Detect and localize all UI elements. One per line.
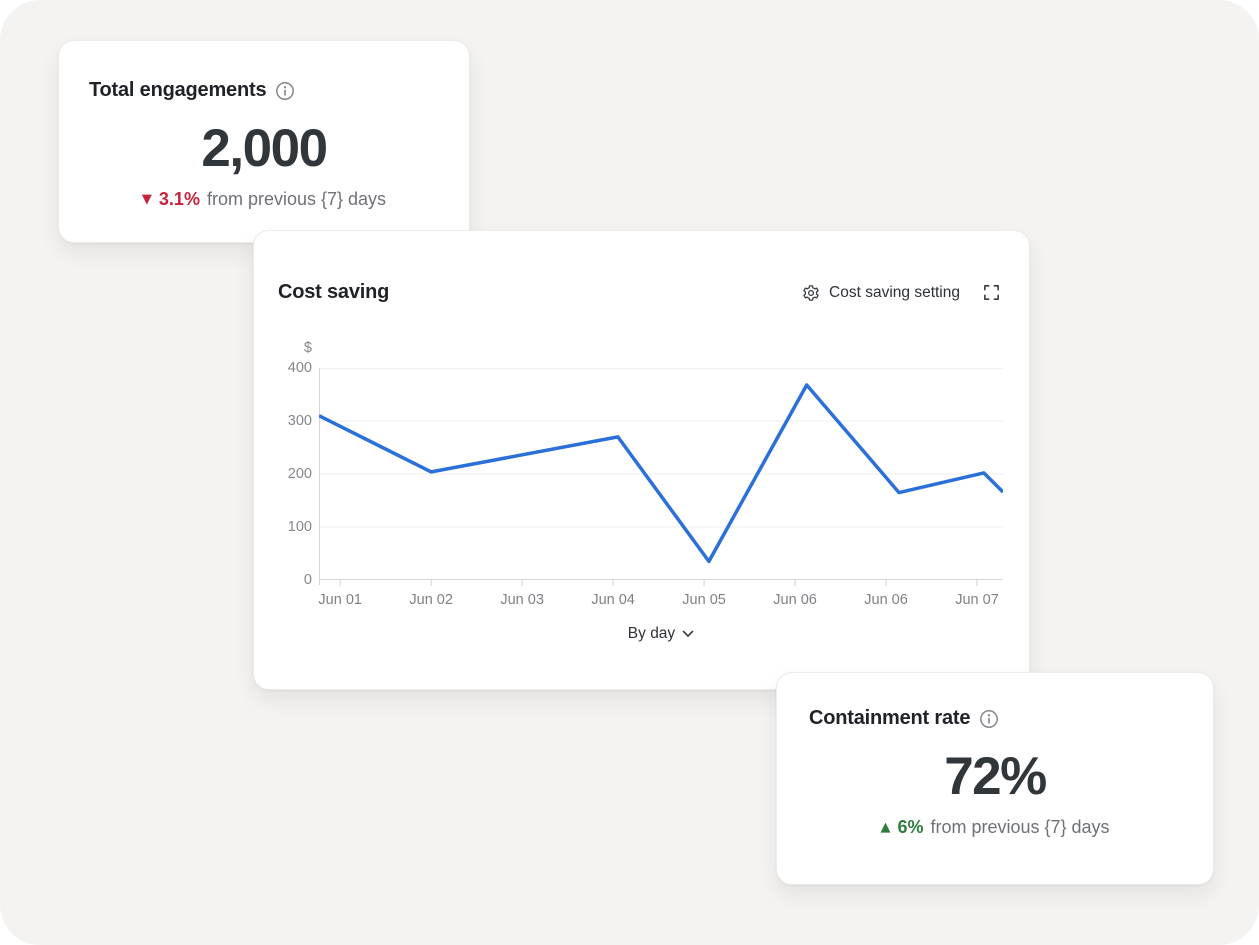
info-icon-glyph bbox=[980, 709, 999, 728]
arrow-down-icon: ▼ bbox=[141, 192, 152, 208]
x-tick-label: Jun 07 bbox=[955, 592, 999, 608]
total-engagements-header: Total engagements bbox=[89, 79, 439, 102]
delta-percent: 6% bbox=[897, 817, 924, 837]
cost-saving-actions: Cost saving setting bbox=[802, 283, 1001, 302]
x-tick-label: Jun 06 bbox=[773, 592, 817, 608]
x-tick-label: Jun 02 bbox=[409, 592, 453, 608]
cost-saving-setting-label: Cost saving setting bbox=[829, 283, 960, 301]
info-icon-glyph bbox=[276, 81, 295, 100]
cost-saving-setting-button[interactable]: Cost saving setting bbox=[802, 284, 960, 302]
total-engagements-title: Total engagements bbox=[89, 79, 267, 101]
y-axis-unit: $ bbox=[303, 340, 312, 356]
interval-selector-row: By day bbox=[319, 625, 1003, 643]
total-engagements-card: Total engagements 2,000 ▼ 3.1% from prev… bbox=[58, 40, 470, 243]
total-engagements-value: 2,000 bbox=[201, 119, 328, 178]
cost-saving-title: Cost saving bbox=[278, 281, 390, 303]
y-tick-label: 300 bbox=[287, 413, 312, 429]
containment-rate-delta: ▲ 6% from previous {7} days bbox=[809, 817, 1181, 839]
containment-rate-title: Containment rate bbox=[809, 707, 971, 729]
y-tick-label: 400 bbox=[287, 360, 312, 376]
x-tick-label: Jun 05 bbox=[682, 592, 726, 608]
expand-button[interactable] bbox=[982, 283, 1001, 302]
x-tick-label: Jun 01 bbox=[318, 592, 362, 608]
arrow-up-icon: ▲ bbox=[880, 820, 891, 836]
interval-dropdown[interactable]: By day bbox=[628, 625, 694, 643]
delta-percent: 3.1% bbox=[158, 189, 200, 209]
chevron-down-icon bbox=[682, 630, 694, 637]
x-axis-labels: Jun 01 Jun 02 Jun 03 Jun 04 Jun 05 Jun 06 Jun … bbox=[318, 592, 1003, 611]
x-tick-label: Jun 03 bbox=[500, 592, 544, 608]
y-axis-labels: 0 100 200 300 400 bbox=[278, 361, 312, 587]
x-tick-label: Jun 06 bbox=[864, 592, 908, 608]
containment-rate-card: Containment rate 72% ▲ 6% from previous … bbox=[776, 672, 1214, 885]
delta-suffix: from previous {7} days bbox=[206, 189, 387, 209]
cost-saving-header: Cost saving Cost saving setting bbox=[278, 281, 1001, 304]
y-tick-label: 0 bbox=[303, 572, 312, 588]
interval-label: By day bbox=[627, 625, 676, 642]
total-engagements-delta: ▼ 3.1% from previous {7} days bbox=[89, 189, 439, 211]
y-tick-label: 100 bbox=[287, 519, 312, 535]
gear-icon bbox=[803, 284, 819, 301]
cost-saving-chart: $ 0 100 200 300 400 Jun 01 Jun 02 Jun 03 Jun 04… bbox=[278, 338, 1003, 660]
containment-rate-header: Containment rate bbox=[809, 707, 1181, 730]
cost-saving-chart-svg bbox=[319, 368, 1003, 586]
fullscreen-icon bbox=[984, 285, 999, 300]
cost-saving-card: Cost saving Cost saving setting $ bbox=[253, 230, 1030, 690]
x-tick-label: Jun 04 bbox=[591, 592, 635, 608]
info-icon[interactable] bbox=[979, 709, 999, 729]
delta-suffix: from previous {7} days bbox=[930, 817, 1110, 837]
y-tick-label: 200 bbox=[287, 466, 312, 482]
info-icon[interactable] bbox=[275, 81, 295, 101]
containment-rate-value: 72% bbox=[944, 747, 1047, 806]
